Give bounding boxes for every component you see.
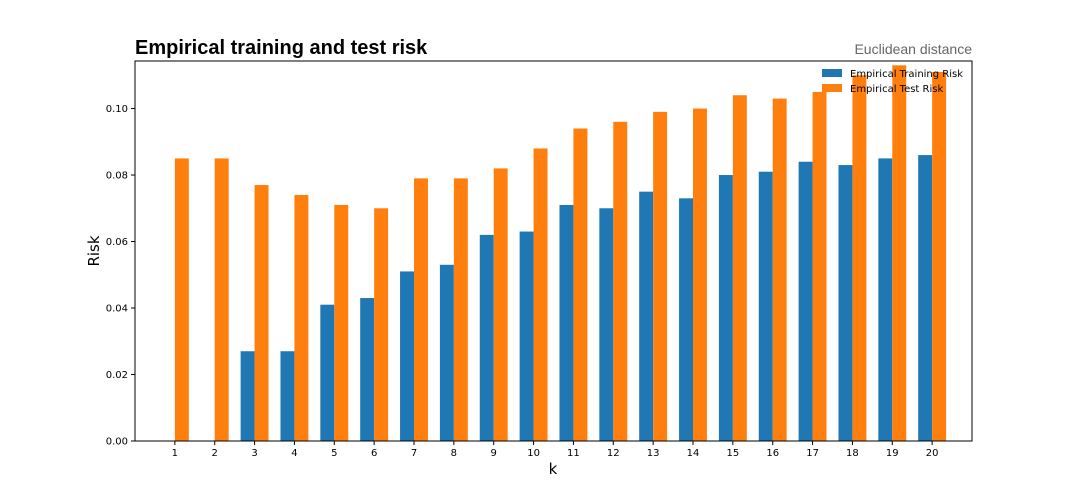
y-tick-label-0.10: 0.10 xyxy=(106,104,128,115)
plot-frame xyxy=(134,60,973,442)
x-tick-label-5: 5 xyxy=(331,448,337,459)
test-bar-16 xyxy=(772,98,787,441)
test-bar-5 xyxy=(334,204,349,441)
test-bar-14 xyxy=(693,108,707,441)
test-bar-2 xyxy=(214,158,229,441)
y-tick-label-0.00: 0.00 xyxy=(106,437,128,448)
x-tick-label-4: 4 xyxy=(291,448,297,459)
train-bar-18 xyxy=(838,165,853,441)
test-bar-15 xyxy=(732,95,747,441)
test-bar-18 xyxy=(852,75,867,441)
x-tick-label-14: 14 xyxy=(687,448,700,459)
y-axis: 0.00 0.02 0.04 0.06 0.08 0.10 xyxy=(106,104,135,448)
chart-title: Empirical training and test risk xyxy=(135,37,428,59)
legend-label-training: Empirical Training Risk xyxy=(850,69,963,80)
y-tick-label-0.02: 0.02 xyxy=(106,370,128,381)
legend: Empirical Training Risk Empirical Test Ri… xyxy=(822,69,963,95)
y-tick-label-0.08: 0.08 xyxy=(106,171,128,182)
x-tick-label-13: 13 xyxy=(647,448,660,459)
x-tick-label-6: 6 xyxy=(371,448,377,459)
test-bar-7 xyxy=(414,178,428,441)
test-bar-3 xyxy=(254,185,269,441)
train-bar-6 xyxy=(360,298,375,441)
train-bar-20 xyxy=(918,155,933,441)
x-tick-label-2: 2 xyxy=(212,448,218,459)
train-bar-3 xyxy=(240,351,255,441)
x-tick-label-7: 7 xyxy=(411,448,417,459)
train-bar-5 xyxy=(320,304,335,441)
train-bar-12 xyxy=(599,208,614,441)
test-bar-13 xyxy=(653,111,668,441)
test-bar-11 xyxy=(573,128,588,441)
x-tick-label-3: 3 xyxy=(251,448,257,459)
train-bar-8 xyxy=(439,264,454,441)
train-bar-14 xyxy=(679,198,693,441)
x-tick-label-1: 1 xyxy=(172,448,178,459)
test-bar-19 xyxy=(892,65,907,441)
test-bar-20 xyxy=(932,71,947,441)
x-tick-label-11: 11 xyxy=(567,448,580,459)
train-bar-9 xyxy=(479,234,494,441)
chart-subtitle: Euclidean distance xyxy=(854,41,972,57)
legend-swatch-test xyxy=(822,84,842,92)
test-bar-12 xyxy=(613,121,628,441)
train-bar-19 xyxy=(878,158,893,441)
test-bar-17 xyxy=(812,91,827,441)
y-axis-label: Risk xyxy=(85,235,103,266)
x-tick-label-18: 18 xyxy=(846,448,859,459)
test-bar-9 xyxy=(493,168,508,441)
legend-swatch-training xyxy=(822,69,842,77)
x-tick-label-19: 19 xyxy=(886,448,899,459)
x-tick-label-10: 10 xyxy=(527,448,540,459)
x-tick-label-15: 15 xyxy=(726,448,739,459)
x-tick-label-20: 20 xyxy=(926,448,939,459)
test-bar-1 xyxy=(174,158,189,441)
y-tick-label-0.04: 0.04 xyxy=(106,304,128,315)
x-tick-label-16: 16 xyxy=(766,448,779,459)
train-bar-11 xyxy=(559,204,574,441)
bars-layer xyxy=(174,65,947,441)
test-bar-6 xyxy=(374,208,389,441)
train-bar-7 xyxy=(400,271,414,441)
x-axis-label: k xyxy=(549,460,558,478)
train-bar-16 xyxy=(758,171,773,441)
train-bar-13 xyxy=(639,191,654,441)
test-bar-10 xyxy=(533,148,548,441)
legend-label-test: Empirical Test Risk xyxy=(850,84,943,95)
test-bar-4 xyxy=(294,194,309,441)
x-axis: 1 2 3 4 5 6 7 8 9 10 11 12 13 14 15 16 17 18 19 20 xyxy=(172,441,939,459)
y-tick-label-0.06: 0.06 xyxy=(106,237,128,248)
train-bar-17 xyxy=(798,161,813,441)
x-tick-label-8: 8 xyxy=(451,448,457,459)
train-bar-4 xyxy=(280,351,295,441)
test-bar-8 xyxy=(453,178,468,441)
x-tick-label-17: 17 xyxy=(806,448,819,459)
train-bar-10 xyxy=(519,231,534,441)
x-tick-label-9: 9 xyxy=(491,448,497,459)
train-bar-15 xyxy=(718,175,733,441)
x-tick-label-12: 12 xyxy=(607,448,620,459)
